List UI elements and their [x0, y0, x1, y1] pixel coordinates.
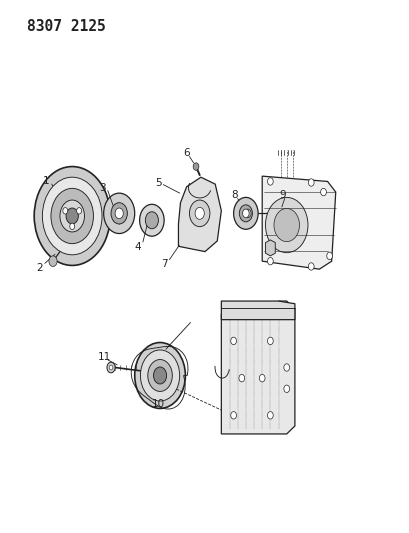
Text: 8: 8: [231, 190, 237, 200]
Circle shape: [66, 208, 78, 224]
Text: 8307 2125: 8307 2125: [27, 19, 106, 34]
Circle shape: [230, 337, 236, 345]
Circle shape: [267, 411, 272, 419]
Text: 7: 7: [160, 259, 167, 269]
Circle shape: [49, 256, 57, 266]
Polygon shape: [221, 301, 294, 320]
Polygon shape: [262, 176, 335, 269]
Circle shape: [320, 188, 326, 196]
Circle shape: [60, 200, 84, 232]
Circle shape: [326, 252, 332, 260]
Text: 3: 3: [99, 183, 105, 193]
Circle shape: [308, 179, 313, 186]
Circle shape: [111, 203, 127, 224]
Polygon shape: [265, 240, 274, 256]
Circle shape: [195, 207, 204, 219]
Circle shape: [267, 337, 272, 345]
Text: 1: 1: [42, 176, 49, 187]
Text: 11: 11: [98, 352, 111, 362]
Circle shape: [63, 208, 67, 214]
Text: 6: 6: [183, 148, 189, 158]
Circle shape: [115, 208, 123, 219]
Circle shape: [267, 257, 272, 265]
Circle shape: [283, 385, 289, 392]
Circle shape: [244, 209, 251, 217]
Circle shape: [239, 205, 252, 222]
Circle shape: [230, 411, 236, 419]
Circle shape: [76, 208, 81, 214]
Text: 10: 10: [151, 399, 164, 409]
Circle shape: [233, 197, 258, 229]
Circle shape: [147, 360, 172, 391]
Circle shape: [283, 364, 289, 371]
Circle shape: [189, 200, 209, 227]
Circle shape: [259, 374, 265, 382]
Circle shape: [145, 212, 158, 229]
Circle shape: [135, 343, 185, 408]
Text: 4: 4: [134, 242, 141, 252]
Circle shape: [267, 177, 272, 185]
Circle shape: [70, 223, 74, 230]
Polygon shape: [221, 301, 294, 434]
Circle shape: [107, 362, 115, 373]
Circle shape: [51, 188, 93, 244]
Circle shape: [265, 197, 307, 253]
Circle shape: [139, 204, 164, 236]
Polygon shape: [178, 177, 221, 252]
Circle shape: [140, 350, 179, 401]
Text: 9: 9: [279, 190, 285, 200]
Circle shape: [34, 166, 110, 265]
Circle shape: [103, 193, 135, 233]
Circle shape: [238, 374, 244, 382]
Circle shape: [193, 163, 198, 170]
Circle shape: [273, 208, 299, 241]
Circle shape: [308, 263, 313, 270]
Circle shape: [109, 365, 112, 370]
Text: 5: 5: [154, 177, 161, 188]
Text: 2: 2: [36, 263, 43, 272]
Circle shape: [242, 209, 249, 217]
Circle shape: [42, 177, 102, 255]
Circle shape: [153, 367, 166, 384]
